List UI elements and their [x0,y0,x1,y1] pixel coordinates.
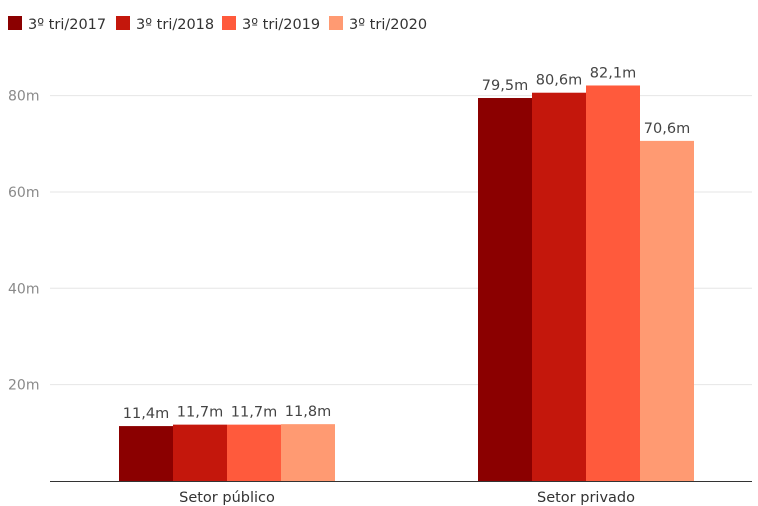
y-tick-label: 20m [8,378,39,394]
legend-label: 3º tri/2019 [242,17,320,33]
data-label: 80,6m [536,73,582,89]
y-tick-label: 80m [8,89,39,105]
legend-swatch [116,16,130,30]
legend-swatch [329,16,343,30]
y-axis: 20m 40m 60m 80m [8,89,39,394]
bar [640,140,694,481]
legend-item: 3º tri/2017 [8,16,106,33]
legend-swatch [8,16,22,30]
data-label: 11,7m [231,405,277,421]
y-tick-label: 60m [8,185,39,201]
bar [119,426,173,481]
legend-label: 3º tri/2018 [136,17,214,33]
legend-swatch [222,16,236,30]
bar [478,98,532,481]
data-label: 11,8m [285,404,331,420]
data-label: 70,6m [644,121,690,137]
data-label: 11,4m [123,406,169,422]
bar [281,424,335,481]
legend-item: 3º tri/2019 [222,16,320,33]
value-labels: 11,4m 11,7m 11,7m 11,8m 79,5m 80,6m 82,1m 70,6m [123,65,690,422]
data-label: 82,1m [590,65,636,81]
legend-item: 3º tri/2018 [116,16,214,33]
bar [227,424,281,481]
data-label: 11,7m [177,405,223,421]
bar [532,92,586,481]
bar [586,85,640,482]
legend-label: 3º tri/2017 [28,17,106,33]
y-tick-label: 40m [8,281,39,297]
bar [173,424,227,481]
x-tick-label: Setor privado [537,490,635,506]
bars [119,85,694,482]
x-axis: Setor público Setor privado [50,481,752,506]
x-tick-label: Setor público [179,490,275,506]
data-label: 79,5m [482,78,528,94]
legend: 3º tri/2017 3º tri/2018 3º tri/2019 3º tri/… [8,16,427,33]
legend-label: 3º tri/2020 [349,17,427,33]
legend-item: 3º tri/2020 [329,16,427,33]
